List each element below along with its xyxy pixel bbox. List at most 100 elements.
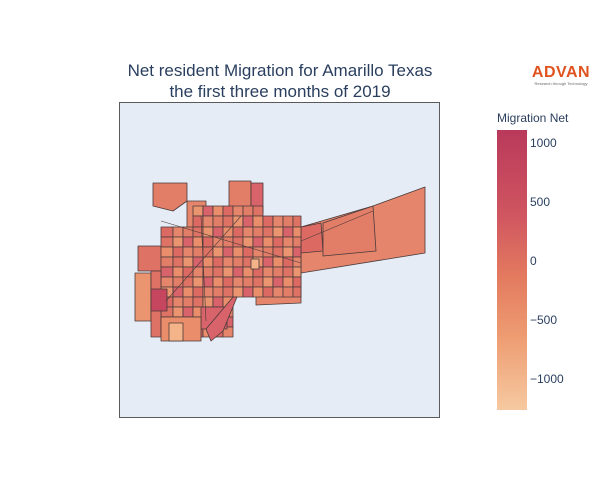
tract-1-13[interactable] (292, 215, 302, 228)
tract-1-5[interactable] (212, 215, 224, 228)
tract-4-2[interactable] (182, 246, 194, 258)
tract-2-13[interactable] (292, 226, 302, 238)
tract-8-7[interactable] (232, 286, 244, 298)
tract-5-4[interactable] (202, 256, 214, 268)
tract-4-1[interactable] (172, 246, 184, 258)
tract-4-6[interactable] (222, 246, 234, 258)
choropleth-map[interactable] (120, 103, 441, 419)
tract-2-8[interactable] (242, 226, 254, 238)
tract-8-10[interactable] (262, 286, 274, 298)
tract-3-9[interactable] (252, 236, 264, 248)
tract-5-2[interactable] (182, 256, 194, 268)
tract-5-0[interactable] (160, 256, 174, 268)
tract-6-11[interactable] (272, 266, 284, 278)
tract-9-4[interactable] (202, 296, 214, 308)
tract-8-9[interactable] (252, 286, 264, 298)
map-panel[interactable] (119, 102, 440, 418)
tract-12-6[interactable] (222, 326, 234, 338)
tract-4-11[interactable] (272, 246, 284, 258)
tract-7-9[interactable] (252, 276, 264, 288)
tract-5-5[interactable] (212, 256, 224, 268)
tract-3-13[interactable] (292, 236, 302, 248)
tract-central-light[interactable] (250, 258, 260, 270)
tract-7-12[interactable] (282, 276, 294, 288)
tract-1-11[interactable] (272, 215, 284, 228)
tract-2-10[interactable] (262, 226, 274, 238)
tract-0-9[interactable] (252, 205, 264, 217)
tract-3-12[interactable] (282, 236, 294, 248)
tract-10-2[interactable] (182, 306, 194, 318)
tract-5-10[interactable] (262, 256, 274, 268)
tract-7-7[interactable] (232, 276, 244, 288)
tract-10-1[interactable] (172, 306, 184, 318)
tract-5-11[interactable] (272, 256, 284, 268)
tract-east-mid[interactable] (322, 205, 377, 257)
tract-diagonal[interactable] (205, 296, 238, 342)
tract-1-6[interactable] (222, 215, 234, 228)
tract-7-3[interactable] (192, 276, 204, 288)
tract-7-10[interactable] (262, 276, 274, 288)
tract-0-6[interactable] (222, 205, 234, 217)
tract-6-4[interactable] (202, 266, 214, 278)
tract-8-8[interactable] (242, 286, 254, 298)
tract-5-1[interactable] (172, 256, 184, 268)
tract-8-13[interactable] (292, 286, 302, 298)
tract-9-3[interactable] (192, 296, 204, 308)
tract-5-7[interactable] (232, 256, 244, 268)
tract-2-6[interactable] (222, 226, 234, 238)
tract-3-1[interactable] (172, 236, 184, 248)
tract-8-1[interactable] (172, 286, 184, 298)
tract-4-0[interactable] (160, 246, 174, 258)
tract-2-5[interactable] (212, 226, 224, 238)
tract-northwest[interactable] (152, 182, 188, 212)
tract-0-5[interactable] (212, 205, 224, 217)
tract-0-7[interactable] (232, 205, 244, 217)
tract-3-11[interactable] (272, 236, 284, 248)
tract-8-6[interactable] (222, 286, 234, 298)
tract-1-4[interactable] (202, 215, 214, 228)
tract-4-9[interactable] (252, 246, 264, 258)
tract-2-0[interactable] (160, 226, 174, 238)
tract-4-4[interactable] (202, 246, 214, 258)
tract-4-8[interactable] (242, 246, 254, 258)
tract-6-0[interactable] (160, 266, 174, 278)
tract-6-12[interactable] (282, 266, 294, 278)
tract-7-11[interactable] (272, 276, 284, 288)
tract-3-8[interactable] (242, 236, 254, 248)
tract-6-7[interactable] (232, 266, 244, 278)
tract-7-0[interactable] (160, 276, 174, 288)
tract-2-4[interactable] (202, 226, 214, 238)
tract-5-3[interactable] (192, 256, 204, 268)
tract-6-13[interactable] (292, 266, 302, 278)
tract-2-7[interactable] (232, 226, 244, 238)
tract-4-13[interactable] (292, 246, 302, 258)
tract-4-5[interactable] (212, 246, 224, 258)
tract-4-7[interactable] (232, 246, 244, 258)
tract-2-11[interactable] (272, 226, 284, 238)
tract-7-13[interactable] (292, 276, 302, 288)
tract-1-12[interactable] (282, 215, 294, 228)
tract-far-west[interactable] (134, 272, 152, 322)
tract-3-2[interactable] (182, 236, 194, 248)
tract-4-3[interactable] (192, 246, 204, 258)
tract-2-9[interactable] (252, 226, 264, 238)
tract-8-5[interactable] (212, 286, 224, 298)
tract-3-3[interactable] (192, 236, 204, 248)
tract-1-10[interactable] (262, 215, 274, 228)
tract-dark-highlight[interactable] (150, 288, 168, 312)
tract-8-11[interactable] (272, 286, 284, 298)
tract-9-1[interactable] (172, 296, 184, 308)
tract-3-7[interactable] (232, 236, 244, 248)
tract-0-8[interactable] (242, 205, 254, 217)
tract-8-2[interactable] (182, 286, 194, 298)
tract-4-12[interactable] (282, 246, 294, 258)
tract-0-3[interactable] (192, 205, 204, 217)
tract-9-2[interactable] (182, 296, 194, 308)
tract-8-12[interactable] (282, 286, 294, 298)
tract-3-4[interactable] (202, 236, 214, 248)
tract-7-1[interactable] (172, 276, 184, 288)
tract-3-10[interactable] (262, 236, 274, 248)
tract-1-7[interactable] (232, 215, 244, 228)
tract-1-8[interactable] (242, 215, 254, 228)
tract-2-1[interactable] (172, 226, 184, 238)
